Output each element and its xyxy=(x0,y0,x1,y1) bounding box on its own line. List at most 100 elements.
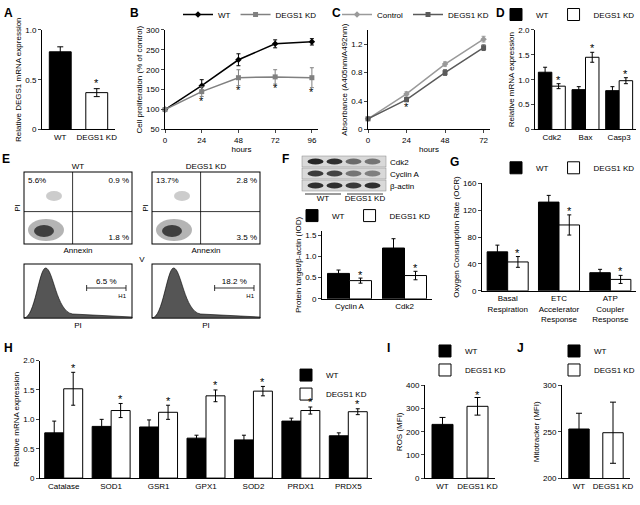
svg-text:Oxygen Consumption Rate (OCR): Oxygen Consumption Rate (OCR) xyxy=(452,176,461,298)
svg-text:*: * xyxy=(94,77,99,89)
svg-text:A: A xyxy=(4,6,13,20)
svg-text:2.8 %: 2.8 % xyxy=(237,176,257,185)
svg-text:*: * xyxy=(404,101,409,113)
svg-text:Relative mRNA expression: Relative mRNA expression xyxy=(507,32,516,127)
svg-text:ATPCouplerResponse: ATPCouplerResponse xyxy=(592,294,629,324)
svg-text:0: 0 xyxy=(415,474,420,483)
svg-text:100: 100 xyxy=(406,451,420,460)
svg-text:1.8 %: 1.8 % xyxy=(109,233,129,242)
svg-text:*: * xyxy=(567,205,572,217)
svg-text:80: 80 xyxy=(467,233,476,242)
svg-text:*: * xyxy=(213,379,218,391)
svg-text:DEGS1 KD: DEGS1 KD xyxy=(276,11,317,20)
svg-text:200: 200 xyxy=(543,474,557,483)
svg-text:24: 24 xyxy=(197,136,206,145)
svg-text:Bax: Bax xyxy=(579,133,593,142)
svg-text:*: * xyxy=(199,95,204,107)
svg-text:DEGS1 KD: DEGS1 KD xyxy=(594,11,635,20)
svg-text:0: 0 xyxy=(525,125,530,134)
svg-text:Cell proliferation (% of contr: Cell proliferation (% of control) xyxy=(135,26,144,134)
svg-text:24: 24 xyxy=(402,136,411,145)
svg-text:100: 100 xyxy=(146,105,160,114)
svg-text:72: 72 xyxy=(479,136,488,145)
svg-text:WT: WT xyxy=(594,347,607,356)
svg-text:Control: Control xyxy=(377,11,403,20)
svg-text:1.5: 1.5 xyxy=(518,51,530,60)
svg-text:DEGS1 KD: DEGS1 KD xyxy=(457,482,498,491)
svg-text:WT: WT xyxy=(573,482,586,491)
svg-text:Casp3: Casp3 xyxy=(608,133,632,142)
svg-text:Cdk2: Cdk2 xyxy=(542,133,561,142)
svg-text:PRDX1: PRDX1 xyxy=(288,482,315,491)
svg-text:WT: WT xyxy=(436,482,449,491)
svg-text:J: J xyxy=(517,341,524,355)
svg-text:0.9 %: 0.9 % xyxy=(109,176,129,185)
svg-text:*: * xyxy=(413,262,418,274)
svg-text:WT: WT xyxy=(465,347,478,356)
svg-text:DEGS1 KD: DEGS1 KD xyxy=(594,366,635,375)
svg-text:SOD1: SOD1 xyxy=(100,482,122,491)
svg-text:*: * xyxy=(236,84,241,96)
svg-text:Cdk2: Cdk2 xyxy=(390,158,409,167)
svg-text:*: * xyxy=(590,42,595,54)
svg-text:0: 0 xyxy=(30,474,35,483)
svg-text:*: * xyxy=(618,265,623,277)
svg-text:PI: PI xyxy=(141,204,150,212)
svg-text:B: B xyxy=(130,6,139,20)
svg-text:300: 300 xyxy=(146,26,160,35)
svg-text:*: * xyxy=(118,393,123,405)
svg-text:Cyclin A: Cyclin A xyxy=(390,170,420,179)
svg-text:WT: WT xyxy=(536,164,549,173)
svg-text:GSR1: GSR1 xyxy=(148,482,170,491)
svg-text:PRDX5: PRDX5 xyxy=(335,482,362,491)
svg-text:120: 120 xyxy=(463,206,477,215)
svg-text:48: 48 xyxy=(234,136,243,145)
svg-text:D: D xyxy=(496,6,505,20)
svg-text:WT: WT xyxy=(326,371,339,380)
svg-text:Absorbance (A405nm/A492nm): Absorbance (A405nm/A492nm) xyxy=(340,23,349,135)
svg-text:PI: PI xyxy=(74,321,82,330)
svg-text:hours: hours xyxy=(231,145,251,154)
svg-text:1.0: 1.0 xyxy=(25,26,37,35)
svg-text:C: C xyxy=(332,6,341,20)
svg-text:Cyclin A: Cyclin A xyxy=(335,302,365,311)
svg-text:2.0: 2.0 xyxy=(23,356,35,365)
svg-text:Protein target/β-actin (IOD): Protein target/β-actin (IOD) xyxy=(294,217,303,314)
svg-text:Cdk2: Cdk2 xyxy=(395,302,414,311)
svg-text:G: G xyxy=(450,155,459,169)
svg-text:300: 300 xyxy=(543,381,557,390)
svg-text:1.0: 1.0 xyxy=(23,415,35,424)
svg-text:1.2: 1.2 xyxy=(351,40,363,49)
svg-text:40: 40 xyxy=(467,260,476,269)
svg-text:ETCAcceleratorResponse: ETCAcceleratorResponse xyxy=(539,294,580,324)
svg-text:*: * xyxy=(71,362,76,374)
svg-text:160: 160 xyxy=(463,179,477,188)
svg-text:1.0: 1.0 xyxy=(518,75,530,84)
svg-text:0: 0 xyxy=(366,136,371,145)
svg-text:250: 250 xyxy=(543,428,557,437)
svg-text:1.5: 1.5 xyxy=(305,231,317,240)
svg-text:Annexin: Annexin xyxy=(192,246,221,255)
svg-text:72: 72 xyxy=(271,136,280,145)
svg-text:0: 0 xyxy=(472,287,477,296)
svg-text:DEGS1 KD: DEGS1 KD xyxy=(345,194,386,203)
svg-text:PI: PI xyxy=(202,321,210,330)
svg-text:200: 200 xyxy=(146,66,160,75)
svg-text:50: 50 xyxy=(150,125,159,134)
svg-text:*: * xyxy=(273,82,278,94)
svg-text:DEGS1 KD: DEGS1 KD xyxy=(465,366,506,375)
svg-text:BasalRespiration: BasalRespiration xyxy=(487,294,527,313)
svg-text:0.5: 0.5 xyxy=(23,445,35,454)
svg-text:*: * xyxy=(358,269,363,281)
svg-text:*: * xyxy=(309,86,314,98)
svg-text:0: 0 xyxy=(32,125,37,134)
svg-text:200: 200 xyxy=(406,428,420,437)
svg-text:0.4: 0.4 xyxy=(351,97,363,106)
svg-text:0.5: 0.5 xyxy=(305,273,317,282)
svg-text:WT: WT xyxy=(536,11,549,20)
svg-text:GPX1: GPX1 xyxy=(195,482,217,491)
svg-text:5.6%: 5.6% xyxy=(28,176,46,185)
svg-text:250: 250 xyxy=(146,46,160,55)
svg-text:DEGS1 KD: DEGS1 KD xyxy=(448,11,489,20)
svg-text:3.5 %: 3.5 % xyxy=(237,233,257,242)
